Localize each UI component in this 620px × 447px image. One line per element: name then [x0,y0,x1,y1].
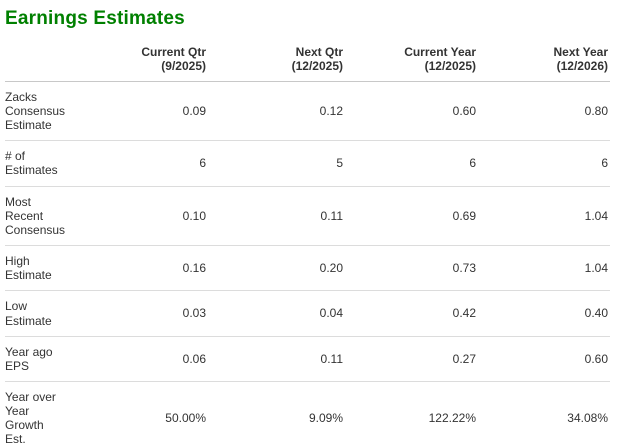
estimate-value: 50.00% [81,381,208,447]
estimate-value: 122.22% [345,381,478,447]
estimate-value: 0.60 [478,336,610,382]
row-label: # of Estimates [5,140,81,187]
table-row: Low Estimate 0.03 0.04 0.42 0.40 [5,290,610,337]
estimate-value: 1.04 [478,245,610,292]
column-header-current-year: Current Year (12/2025) [345,45,478,82]
estimate-value: 0.12 [208,81,345,142]
section-title: Earnings Estimates [5,8,185,29]
earnings-estimates-table: Current Qtr (9/2025) Next Qtr (12/2025) … [5,45,610,447]
column-header-next-year: Next Year (12/2026) [478,45,610,82]
estimate-value: 0.16 [81,245,208,292]
estimate-value: 34.08% [478,381,610,447]
table-row: Most Recent Consensus 0.10 0.11 0.69 1.0… [5,186,610,247]
table-row: High Estimate 0.16 0.20 0.73 1.04 [5,245,610,292]
column-header-next-qtr: Next Qtr (12/2025) [208,45,345,82]
row-label: Zacks Consensus Estimate [5,81,81,142]
estimate-value: 0.11 [208,186,345,247]
estimate-value: 0.42 [345,290,478,337]
estimate-value: 0.69 [345,186,478,247]
estimate-value: 6 [81,140,208,187]
estimate-value: 1.04 [478,186,610,247]
row-label-header [5,45,81,82]
estimate-value: 6 [478,140,610,187]
table-row: Year over Year Growth Est. 50.00% 9.09% … [5,381,610,447]
estimate-value: 0.60 [345,81,478,142]
row-label: Low Estimate [5,290,81,337]
estimate-value: 0.09 [81,81,208,142]
column-header-current-qtr: Current Qtr (9/2025) [81,45,208,82]
table-header-row: Current Qtr (9/2025) Next Qtr (12/2025) … [5,45,610,82]
row-label: High Estimate [5,245,81,292]
estimate-value: 0.11 [208,336,345,382]
row-label: Year ago EPS [5,336,81,382]
estimate-value: 9.09% [208,381,345,447]
estimate-value: 5 [208,140,345,187]
estimate-value: 0.80 [478,81,610,142]
estimate-value: 0.73 [345,245,478,292]
estimate-value: 6 [345,140,478,187]
estimate-value: 0.04 [208,290,345,337]
estimate-value: 0.06 [81,336,208,382]
row-label: Most Recent Consensus [5,186,81,247]
estimate-value: 0.27 [345,336,478,382]
estimate-value: 0.03 [81,290,208,337]
estimate-value: 0.40 [478,290,610,337]
table-row: Zacks Consensus Estimate 0.09 0.12 0.60 … [5,81,610,142]
table-row: Year ago EPS 0.06 0.11 0.27 0.60 [5,336,610,382]
estimate-value: 0.10 [81,186,208,247]
row-label: Year over Year Growth Est. [5,381,81,447]
estimate-value: 0.20 [208,245,345,292]
table-row: # of Estimates 6 5 6 6 [5,140,610,187]
